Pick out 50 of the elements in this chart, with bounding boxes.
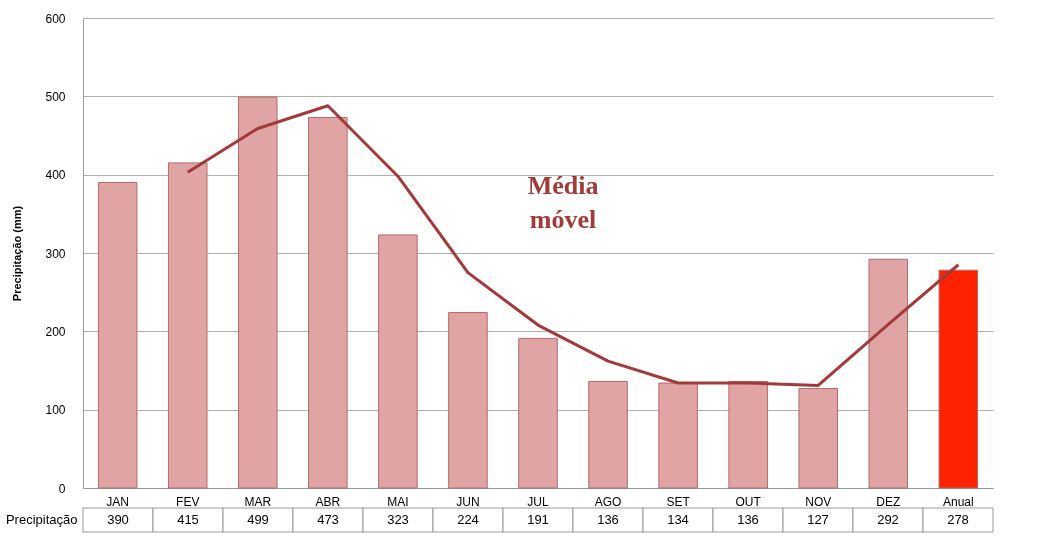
y-tick-label: 0 (58, 481, 66, 496)
data-label: 390 (107, 512, 129, 527)
x-tick-label: DEZ (876, 494, 901, 509)
data-label: 136 (737, 512, 759, 527)
data-label: 473 (317, 512, 339, 527)
text: Precipitação (5, 512, 78, 527)
x-tick-label: Anual (942, 494, 974, 509)
data-label: 191 (527, 512, 549, 527)
data-label: 499 (247, 512, 269, 527)
bar (448, 312, 488, 489)
data-label: 136 (597, 512, 619, 527)
data-label: 134 (667, 512, 689, 527)
bar (378, 234, 418, 489)
bar (728, 380, 768, 489)
bar (518, 337, 558, 489)
x-tick-label: OUT (735, 494, 762, 509)
bar (938, 269, 979, 489)
y-tick-label: 500 (45, 89, 66, 104)
bar (308, 116, 348, 489)
bar (167, 162, 208, 489)
y-tick-label: 400 (45, 168, 66, 183)
data-label: 278 (947, 512, 969, 527)
x-tick-label: MAI (387, 494, 409, 509)
x-tick-label: SET (666, 494, 691, 509)
line-series (186, 104, 960, 387)
bar (97, 182, 138, 489)
y-tick-label: 200 (45, 324, 66, 339)
data-label: 292 (877, 512, 899, 527)
y-axis-title: Precipitação (mm) (11, 205, 24, 302)
bar (868, 258, 909, 489)
data-label: 127 (807, 512, 829, 527)
x-tick-label: JUL (527, 494, 549, 509)
data-label: 415 (177, 512, 199, 527)
bar (588, 380, 628, 489)
x-tick-label: JAN (106, 494, 130, 509)
bar (798, 388, 838, 489)
y-tick-label: 600 (45, 11, 66, 26)
y-tick-label: 100 (45, 403, 66, 418)
text: Média móvel (527, 171, 599, 234)
bar (238, 96, 278, 489)
x-tick-label: NOV (805, 494, 832, 509)
x-tick-label: FEV (176, 494, 200, 509)
x-tick-label: AGO (594, 494, 622, 509)
x-tick-label: JUN (456, 494, 480, 509)
x-tick-label: ABR (315, 494, 341, 509)
data-label: 323 (387, 512, 409, 527)
bar (658, 382, 698, 489)
data-label: 224 (457, 512, 479, 527)
x-tick-label: MAR (244, 494, 272, 509)
y-tick-label: 300 (45, 246, 66, 261)
